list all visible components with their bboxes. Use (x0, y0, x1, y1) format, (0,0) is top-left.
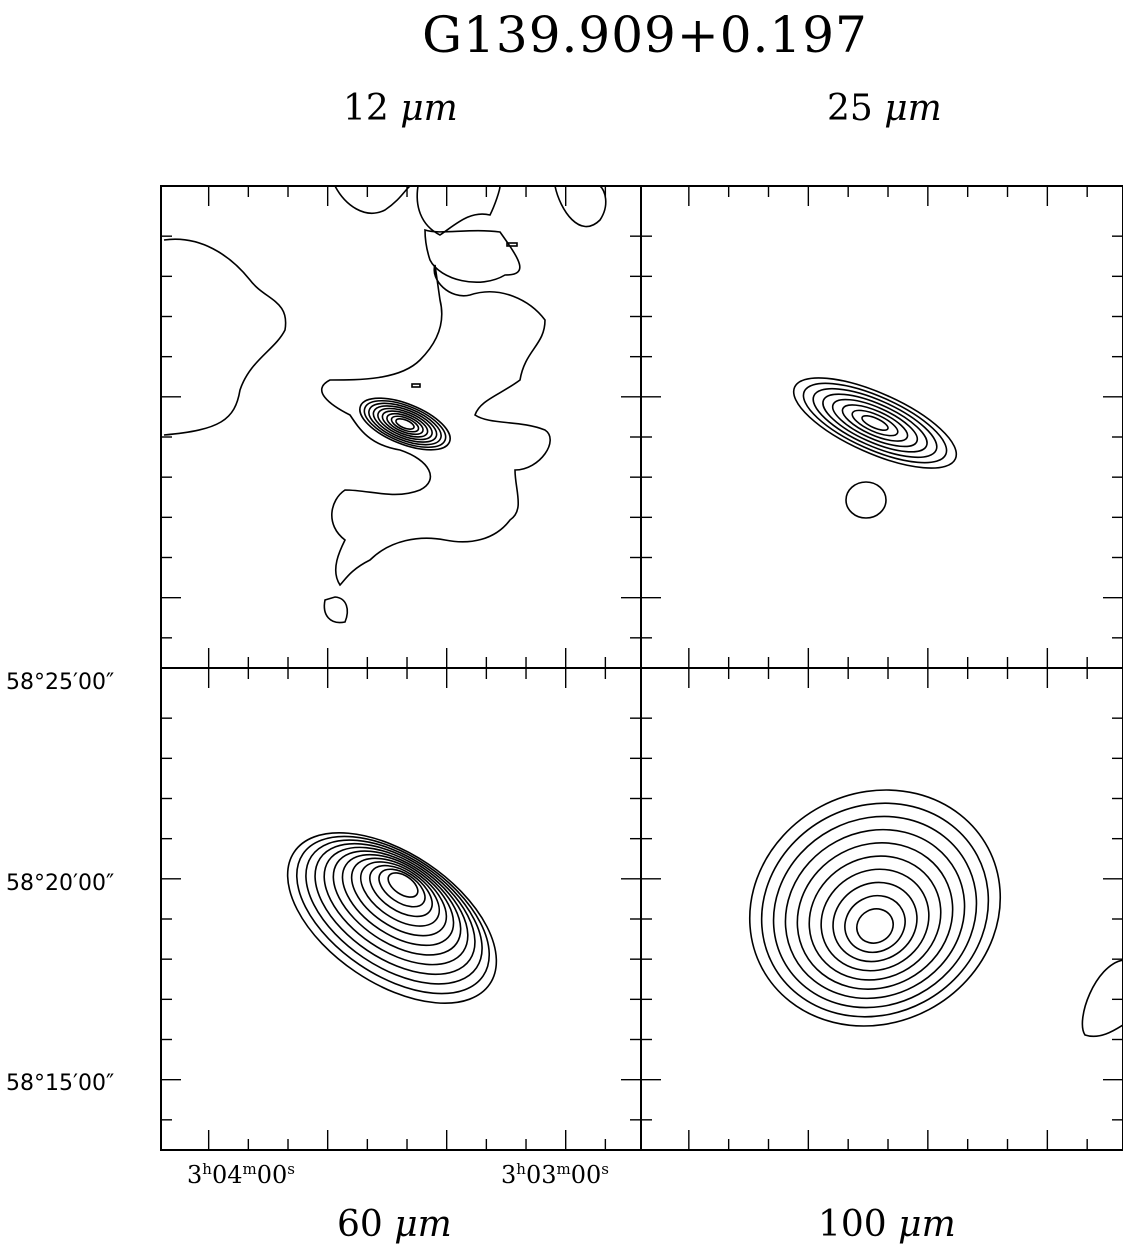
contour-60um-core (314, 842, 476, 976)
contour-25um-core (831, 398, 919, 448)
contour-12um-core (368, 402, 442, 446)
panel-frame-60um (160, 667, 642, 1151)
contour-60um-core (332, 850, 462, 956)
contour-25um-core (822, 393, 928, 453)
contour-60um-core (350, 857, 448, 937)
contour-12um-background (321, 264, 551, 587)
contour-60um-core (341, 853, 455, 947)
contour-12um-background (416, 185, 501, 236)
contour-60um-core (295, 835, 491, 995)
contour-60um-core (387, 872, 419, 898)
contour-12um-core (359, 397, 451, 451)
contour-25um-core (861, 414, 889, 432)
contour-25um-core (851, 409, 899, 437)
contour-100um-core (772, 815, 978, 1009)
panel-label-60um: 60 μm (337, 1204, 452, 1245)
contour-12um-background (424, 228, 521, 283)
contour-12um-background (334, 185, 411, 214)
ra-tick-label: 3h04m00s (187, 1160, 295, 1189)
contour-60um-core (359, 861, 441, 927)
panel-label-12um: 12 μm (343, 88, 458, 129)
contour-25um-core (792, 377, 958, 469)
contour-12um-core (381, 410, 429, 438)
contour-60um-core (286, 832, 498, 1004)
contour-12um-blob (323, 596, 349, 624)
contour-12um-background (163, 238, 287, 436)
dec-tick-label: 58°20′00″ (6, 871, 115, 896)
contour-60um-core (369, 864, 433, 918)
contour-100um-edge (1081, 959, 1123, 1038)
contour-60um-core (323, 846, 469, 966)
contour-12um-core (386, 412, 424, 436)
contour-12um-blob (411, 383, 421, 388)
contour-12um-background (554, 185, 607, 228)
contour-12um-core (372, 405, 438, 443)
contour-12um-core (390, 415, 420, 433)
contour-100um-core (748, 789, 1002, 1027)
contour-12um-core (395, 418, 415, 430)
contour-12um-core (377, 407, 433, 441)
contour-100um-core (832, 881, 918, 963)
panel-frame-25um (640, 185, 1123, 669)
contour-12um-core (363, 399, 447, 449)
contour-100um-core (820, 868, 930, 972)
contour-100um-core (784, 828, 966, 1000)
contour-25um-core (802, 382, 948, 464)
contour-60um-core (305, 839, 483, 985)
contour-100um-core (844, 894, 906, 954)
panel-label-100um: 100 μm (818, 1204, 956, 1245)
figure-title: G139.909+0.197 (422, 6, 868, 64)
dec-tick-label: 58°25′00″ (6, 670, 115, 695)
contour-60um-core (378, 868, 426, 908)
contour-100um-core (808, 855, 942, 981)
contour-100um-core (856, 908, 894, 944)
panel-frame-100um (640, 667, 1123, 1151)
contour-25um-blob (845, 481, 887, 519)
panel-label-25um: 25 μm (827, 88, 942, 129)
contour-25um-core (841, 404, 909, 442)
contour-100um-core (760, 802, 990, 1018)
dec-tick-label: 58°15′00″ (6, 1071, 115, 1096)
contour-12um-blob (506, 242, 518, 247)
contour-100um-core (796, 842, 954, 990)
ra-tick-label: 3h03m00s (501, 1160, 609, 1189)
contour-25um-core (812, 387, 938, 459)
